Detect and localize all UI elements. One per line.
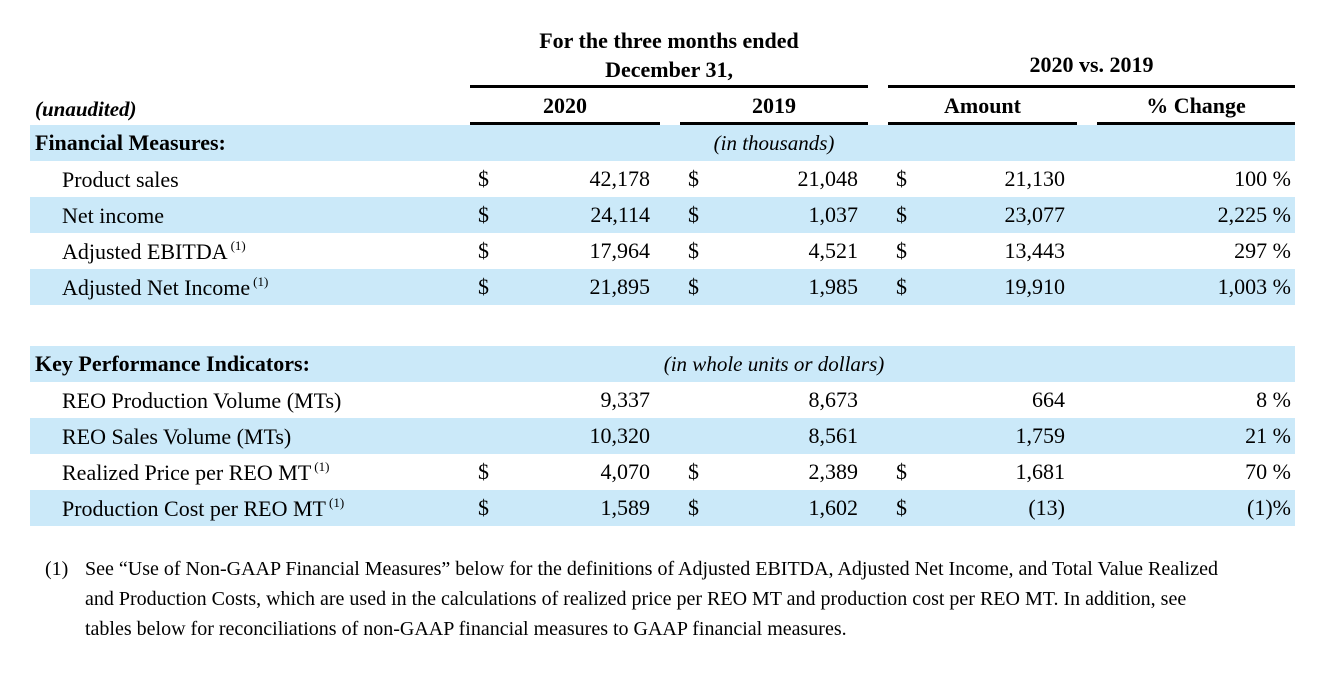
column-header-2019: 2019 xyxy=(680,93,868,125)
unit-note: (in whole units or dollars) xyxy=(663,351,885,376)
footnote-marker: (1) xyxy=(45,558,69,580)
value-2020: 9,337 xyxy=(600,387,651,412)
value-amount: 19,910 xyxy=(1004,274,1066,299)
currency-symbol: $ xyxy=(478,495,489,520)
row-label: REO Sales Volume (MTs) xyxy=(62,423,292,449)
value-pct-change: 1,003 % xyxy=(1217,274,1291,299)
currency-symbol: $ xyxy=(478,202,489,227)
value-pct-change: 2,225 % xyxy=(1217,202,1291,227)
currency-symbol: $ xyxy=(896,166,907,191)
footnote: (1) See “Use of Non-GAAP Financial Measu… xyxy=(45,554,1333,644)
value-amount: (13) xyxy=(1028,495,1065,520)
table-row: REO Production Volume (MTs) 9,337 8,673 … xyxy=(30,382,1295,418)
value-2019: 1,985 xyxy=(808,274,859,299)
table-column-headers: (unaudited) 2020 2019 Amount % Change xyxy=(30,88,1295,125)
currency-symbol: $ xyxy=(688,166,699,191)
row-label: Adjusted EBITDA (1) xyxy=(62,237,246,264)
value-2019: 1,037 xyxy=(808,202,859,227)
currency-symbol: $ xyxy=(896,495,907,520)
financial-summary-table: For the three months ended December 31, … xyxy=(30,26,1295,526)
footnote-line-1: See “Use of Non-GAAP Financial Measures”… xyxy=(85,558,1218,580)
currency-symbol: $ xyxy=(896,459,907,484)
section-title: Financial Measures: xyxy=(35,130,226,155)
value-amount: 1,759 xyxy=(1015,423,1066,448)
currency-symbol: $ xyxy=(688,202,699,227)
value-2020: 17,964 xyxy=(589,238,651,263)
footnote-ref: (1) xyxy=(253,273,269,289)
currency-symbol: $ xyxy=(688,274,699,299)
currency-symbol: $ xyxy=(478,166,489,191)
row-label: Product sales xyxy=(62,166,179,192)
value-pct-change: 21 % xyxy=(1245,423,1291,448)
currency-symbol: $ xyxy=(478,274,489,299)
value-2019: 21,048 xyxy=(797,166,859,191)
value-2020: 10,320 xyxy=(589,423,651,448)
period-header-line2: December 31, xyxy=(605,57,733,82)
value-2020: 1,589 xyxy=(600,495,651,520)
currency-symbol: $ xyxy=(478,459,489,484)
value-pct-change: 100 % xyxy=(1234,166,1291,191)
currency-symbol: $ xyxy=(896,202,907,227)
row-label: Production Cost per REO MT (1) xyxy=(62,494,345,521)
value-amount: 23,077 xyxy=(1004,202,1066,227)
comparison-column-group-header: 2020 vs. 2019 xyxy=(888,26,1295,88)
footnote-line-3: tables below for reconciliations of non-… xyxy=(85,618,847,640)
value-amount: 21,130 xyxy=(1004,166,1066,191)
currency-symbol: $ xyxy=(688,238,699,263)
row-label: Net income xyxy=(62,202,165,228)
value-pct-change: (1)% xyxy=(1247,495,1291,520)
currency-symbol: $ xyxy=(688,459,699,484)
period-header-line1: For the three months ended xyxy=(539,28,799,53)
table-header-groups: For the three months ended December 31, … xyxy=(30,26,1295,88)
value-pct-change: 70 % xyxy=(1245,459,1291,484)
value-2020: 42,178 xyxy=(589,166,651,191)
column-header-amount: Amount xyxy=(888,93,1077,125)
comparison-header-label: 2020 vs. 2019 xyxy=(1029,52,1154,77)
value-2019: 2,389 xyxy=(808,459,859,484)
value-2019: 8,561 xyxy=(808,423,859,448)
unit-note: (in thousands) xyxy=(713,130,835,155)
column-header-2020: 2020 xyxy=(470,93,660,125)
row-label: Realized Price per REO MT (1) xyxy=(62,458,330,485)
value-pct-change: 297 % xyxy=(1234,238,1291,263)
section-header-financial-measures: Financial Measures: (in thousands) xyxy=(30,125,1295,161)
value-pct-change: 8 % xyxy=(1256,387,1291,412)
footnote-line-2: and Production Costs, which are used in … xyxy=(85,588,1187,610)
value-amount: 1,681 xyxy=(1015,459,1066,484)
value-2020: 4,070 xyxy=(600,459,651,484)
footnote-ref: (1) xyxy=(329,494,345,510)
row-label: REO Production Volume (MTs) xyxy=(62,387,342,413)
table-row: Adjusted Net Income (1) $ 21,895 $ 1,985 … xyxy=(30,269,1295,305)
currency-symbol: $ xyxy=(688,495,699,520)
table-row: Adjusted EBITDA (1) $ 17,964 $ 4,521 $ 13… xyxy=(30,233,1295,269)
value-2019: 4,521 xyxy=(808,238,859,263)
value-amount: 13,443 xyxy=(1004,238,1066,263)
value-2019: 8,673 xyxy=(808,387,859,412)
section-header-key-performance-indicators: Key Performance Indicators: (in whole un… xyxy=(30,346,1295,382)
currency-symbol: $ xyxy=(896,274,907,299)
footnote-text: See “Use of Non-GAAP Financial Measures”… xyxy=(85,554,1270,644)
row-label: Adjusted Net Income (1) xyxy=(62,273,269,300)
value-2020: 21,895 xyxy=(589,274,651,299)
unaudited-label: (unaudited) xyxy=(35,97,137,121)
value-amount: 664 xyxy=(1032,387,1065,412)
currency-symbol: $ xyxy=(478,238,489,263)
table-row: Realized Price per REO MT (1) $ 4,070 $ 2… xyxy=(30,454,1295,490)
footnote-ref: (1) xyxy=(314,458,330,474)
currency-symbol: $ xyxy=(896,238,907,263)
section-title: Key Performance Indicators: xyxy=(35,351,310,376)
value-2020: 24,114 xyxy=(590,202,650,227)
table-row: REO Sales Volume (MTs) 10,320 8,561 1,75… xyxy=(30,418,1295,454)
table-row: Net income $ 24,114 $ 1,037 $ 23,077 2,2… xyxy=(30,197,1295,233)
table-row: Production Cost per REO MT (1) $ 1,589 $ … xyxy=(30,490,1295,526)
value-2019: 1,602 xyxy=(808,495,859,520)
footnote-ref: (1) xyxy=(230,237,246,253)
period-column-group-header: For the three months ended December 31, xyxy=(470,26,868,88)
column-header-pct-change: % Change xyxy=(1097,93,1295,125)
table-row: Product sales $ 42,178 $ 21,048 $ 21,130… xyxy=(30,161,1295,197)
